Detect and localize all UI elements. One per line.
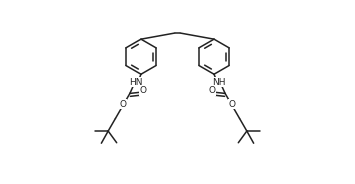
Text: O: O bbox=[209, 86, 216, 95]
Text: HN: HN bbox=[130, 78, 143, 87]
Text: NH: NH bbox=[212, 78, 225, 87]
Text: O: O bbox=[119, 100, 126, 109]
Text: O: O bbox=[229, 100, 236, 109]
Text: O: O bbox=[139, 86, 146, 95]
